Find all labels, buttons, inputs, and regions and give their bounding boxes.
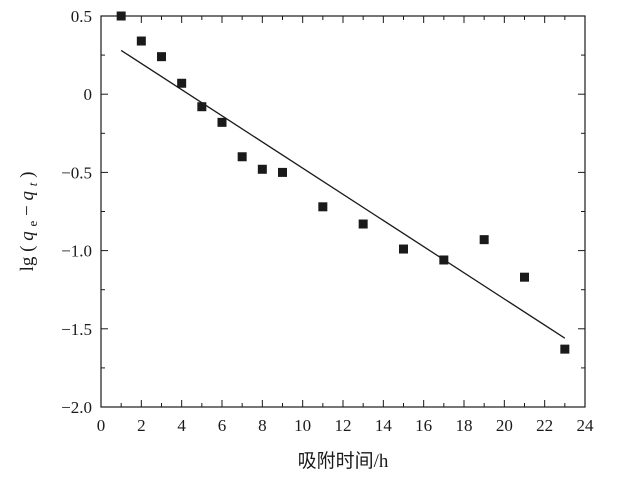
x-tick-label: 16	[415, 416, 432, 435]
plot-border	[100, 15, 586, 408]
data-point	[479, 235, 489, 245]
data-point	[358, 219, 368, 229]
x-tick-label: 20	[496, 416, 513, 435]
data-point	[157, 52, 166, 62]
x-tick-label: 24	[577, 416, 595, 435]
y-title-q1: q	[17, 231, 38, 241]
x-tick-label: 14	[375, 416, 393, 435]
data-point	[318, 202, 328, 212]
data-point	[116, 11, 126, 21]
x-tick-label: 4	[177, 416, 186, 435]
plot-frame	[100, 15, 586, 408]
x-axis-ticks: 0 2 4 6 8 10 12 14 16 18 20 22 24	[97, 16, 594, 435]
x-tick-label: 10	[294, 416, 311, 435]
y-title-close: )	[17, 172, 38, 178]
y-tick-label: 0	[84, 85, 93, 104]
data-point	[257, 164, 267, 174]
data-point	[560, 344, 570, 354]
data-point	[439, 255, 449, 265]
y-tick-label: −0.5	[61, 163, 92, 182]
x-tick-label: 18	[456, 416, 473, 435]
data-points-layer	[116, 11, 570, 354]
x-tick-label: 0	[97, 416, 106, 435]
data-point	[136, 36, 146, 46]
y-title-minus: −	[17, 205, 38, 216]
data-point	[520, 272, 529, 282]
y-title-prefix: lg	[17, 256, 38, 271]
y-title-sub1: e	[25, 221, 40, 227]
x-tick-label: 8	[258, 416, 267, 435]
data-point	[399, 244, 408, 254]
x-axis-title: 吸附时间/h	[298, 450, 389, 472]
data-point	[237, 152, 247, 162]
x-tick-label: 22	[536, 416, 553, 435]
y-tick-label: 0.5	[71, 7, 92, 26]
y-tick-label: −1.0	[61, 242, 92, 261]
y-axis-title: lg ( q e − q t )	[17, 172, 42, 272]
x-tick-label: 12	[335, 416, 352, 435]
x-tick-label: 6	[218, 416, 227, 435]
fit-line	[120, 49, 566, 339]
x-tick-label: 2	[137, 416, 146, 435]
data-point	[197, 102, 207, 112]
y-title-q2: q	[17, 191, 38, 201]
data-point	[278, 167, 287, 177]
y-axis-ticks: 0.5 0 −0.5 −1.0 −1.5 −2.0	[61, 7, 585, 417]
y-title-sub2: t	[25, 182, 40, 186]
data-point	[177, 78, 187, 88]
y-tick-label: −1.5	[61, 320, 92, 339]
y-tick-label: −2.0	[61, 398, 92, 417]
y-title-open: (	[17, 246, 38, 252]
fit-line-layer	[120, 49, 566, 339]
data-point	[217, 117, 227, 127]
